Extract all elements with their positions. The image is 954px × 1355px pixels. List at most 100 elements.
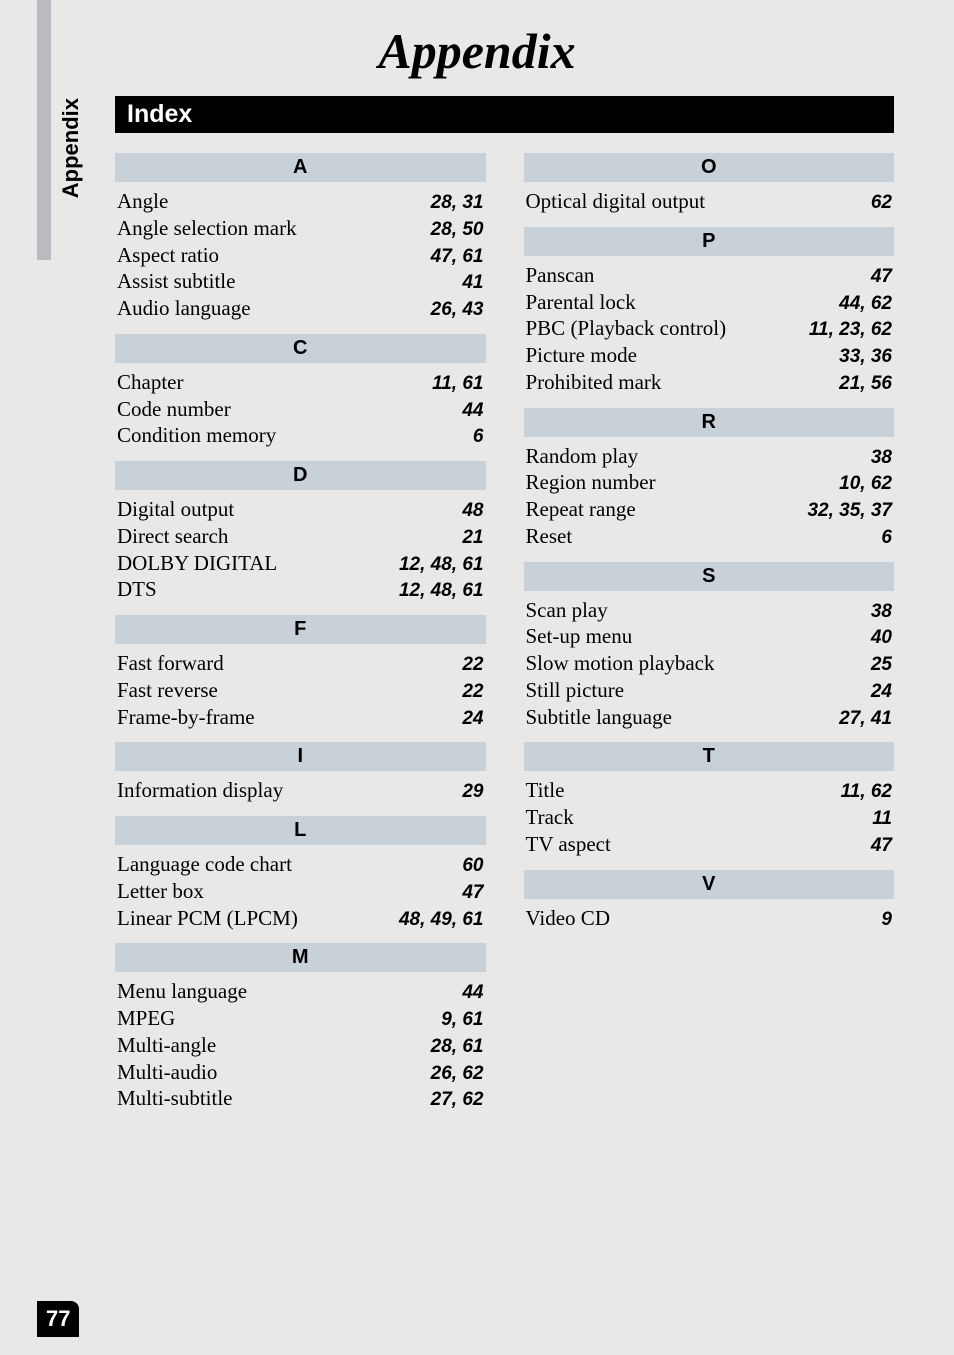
index-entry: Linear PCM (LPCM)48, 49, 61	[115, 905, 486, 932]
index-entry: Language code chart60	[115, 851, 486, 878]
index-term: Prohibited mark	[526, 369, 662, 395]
index-pages: 10, 62	[839, 472, 892, 496]
index-term: Frame-by-frame	[117, 704, 255, 730]
index-term: Fast forward	[117, 650, 224, 676]
index-pages: 32, 35, 37	[807, 499, 892, 523]
index-entry: DTS12, 48, 61	[115, 576, 486, 603]
index-entry: Angle selection mark 28, 50	[115, 215, 486, 242]
index-entry: Subtitle language27, 41	[524, 704, 895, 731]
index-pages: 21, 56	[839, 372, 892, 396]
index-entry: Digital output48	[115, 496, 486, 523]
index-term: Code number	[117, 396, 231, 422]
index-entry: Scan play 38	[524, 597, 895, 624]
index-pages: 29	[462, 780, 483, 804]
index-term: Track	[526, 804, 574, 830]
side-accent-bar	[37, 0, 51, 260]
index-entry: Track 11	[524, 804, 895, 831]
index-pages: 22	[462, 653, 483, 677]
index-entry: DOLBY DIGITAL 12, 48, 61	[115, 550, 486, 577]
index-pages: 22	[462, 680, 483, 704]
letter-header: F	[115, 615, 486, 644]
index-columns: AAngle28, 31Angle selection mark28, 50As…	[115, 153, 894, 1112]
index-entry: Still picture 24	[524, 677, 895, 704]
index-entry: Slow motion playback25	[524, 650, 895, 677]
index-pages: 33, 36	[839, 345, 892, 369]
index-pages: 62	[871, 191, 892, 215]
index-pages: 48, 49, 61	[399, 908, 484, 932]
index-entry: Angle 28, 31	[115, 188, 486, 215]
index-pages: 47, 61	[431, 245, 484, 269]
index-term: PBC (Playback control)	[526, 315, 727, 341]
index-entry: PBC (Playback control) 11, 23, 62	[524, 315, 895, 342]
index-pages: 40	[871, 626, 892, 650]
index-term: Scan play	[526, 597, 608, 623]
index-term: Multi-subtitle	[117, 1085, 233, 1111]
index-term: Digital output	[117, 496, 234, 522]
index-entry: Multi-subtitle27, 62	[115, 1085, 486, 1112]
index-entry: Video CD 9	[524, 905, 895, 932]
index-entry: Frame-by-frame 24	[115, 704, 486, 731]
index-term: DOLBY DIGITAL	[117, 550, 277, 576]
index-entry: Audio language26, 43	[115, 295, 486, 322]
index-pages: 11	[872, 807, 892, 831]
index-header: Index	[115, 96, 894, 133]
index-term: Subtitle language	[526, 704, 672, 730]
index-entry: Multi-angle28, 61	[115, 1032, 486, 1059]
index-pages: 38	[871, 600, 892, 624]
index-entry: Optical digital output62	[524, 188, 895, 215]
letter-header: A	[115, 153, 486, 182]
index-entry: Letter box47	[115, 878, 486, 905]
index-term: Angle selection mark	[117, 215, 297, 241]
left-column: AAngle28, 31Angle selection mark28, 50As…	[115, 153, 486, 1112]
page-number-badge: 77	[37, 1301, 79, 1337]
index-pages: 6	[881, 526, 892, 550]
letter-header: I	[115, 742, 486, 771]
index-term: Menu language	[117, 978, 247, 1004]
index-pages: 44	[462, 399, 483, 423]
index-term: Set-up menu	[526, 623, 633, 649]
index-pages: 47	[871, 834, 892, 858]
index-pages: 9	[881, 908, 892, 932]
index-pages: 38	[871, 446, 892, 470]
index-pages: 11, 23, 62	[809, 318, 892, 342]
index-pages: 24	[462, 707, 483, 731]
index-pages: 21	[462, 526, 483, 550]
right-column: OOptical digital output62PPanscan47Paren…	[524, 153, 895, 1112]
index-entry: TV aspect47	[524, 831, 895, 858]
letter-header: L	[115, 816, 486, 845]
index-term: Audio language	[117, 295, 251, 321]
index-term: Information display	[117, 777, 283, 803]
index-term: Assist subtitle	[117, 268, 235, 294]
index-entry: Set-up menu 40	[524, 623, 895, 650]
index-term: Random play	[526, 443, 639, 469]
index-entry: Aspect ratio47, 61	[115, 242, 486, 269]
index-term: MPEG	[117, 1005, 175, 1031]
index-pages: 11, 62	[841, 780, 892, 804]
index-pages: 47	[871, 265, 892, 289]
index-term: Angle	[117, 188, 168, 214]
index-term: Repeat range	[526, 496, 636, 522]
index-pages: 60	[462, 854, 483, 878]
index-pages: 12, 48, 61	[399, 553, 484, 577]
index-term: Video CD	[526, 905, 610, 931]
index-term: Still picture	[526, 677, 625, 703]
index-pages: 41	[462, 271, 483, 295]
index-entry: Information display 29	[115, 777, 486, 804]
index-entry: Fast reverse22	[115, 677, 486, 704]
index-pages: 25	[871, 653, 892, 677]
letter-header: R	[524, 408, 895, 437]
index-term: Parental lock	[526, 289, 636, 315]
index-pages: 28, 31	[431, 191, 484, 215]
index-pages: 28, 61	[431, 1035, 484, 1059]
index-entry: MPEG9, 61	[115, 1005, 486, 1032]
letter-header: V	[524, 870, 895, 899]
index-pages: 12, 48, 61	[399, 579, 484, 603]
index-pages: 24	[871, 680, 892, 704]
index-entry: Menu language44	[115, 978, 486, 1005]
index-term: Chapter	[117, 369, 183, 395]
letter-header: O	[524, 153, 895, 182]
index-entry: Region number10, 62	[524, 469, 895, 496]
index-pages: 28, 50	[431, 218, 484, 242]
index-entry: Random play 38	[524, 443, 895, 470]
index-term: Reset	[526, 523, 573, 549]
